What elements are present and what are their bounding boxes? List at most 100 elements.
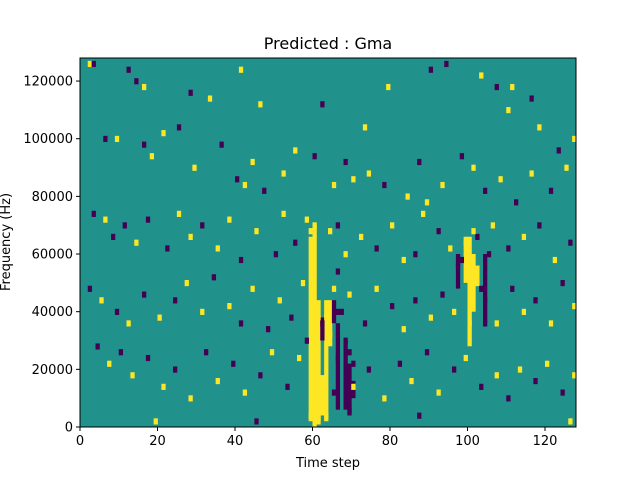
x-tick-label: 60 [304, 434, 321, 449]
heatmap-cell [142, 141, 147, 148]
heatmap-cell [506, 245, 511, 252]
heatmap-cell [335, 354, 341, 362]
heatmap-cell [114, 308, 120, 315]
heatmap-cell [479, 383, 484, 390]
heatmap-cell [331, 181, 337, 189]
heatmap-cell [548, 320, 554, 327]
heatmap-cell [506, 395, 511, 402]
heatmap-cell [529, 95, 534, 102]
heatmap-cell [157, 314, 162, 321]
heatmap-cell [262, 187, 267, 194]
heatmap-cell [545, 360, 550, 367]
y-tick-label: 80000 [32, 190, 73, 205]
heatmap-cell [471, 228, 476, 235]
heatmap-cell [269, 349, 275, 356]
heatmap-cell [254, 228, 259, 235]
heatmap-cell [99, 297, 104, 304]
chart-title: Predicted : Gma [264, 34, 392, 53]
heatmap-cell [316, 412, 321, 419]
heatmap-cell [475, 279, 480, 287]
heatmap-cell [258, 101, 263, 108]
heatmap-cell [417, 412, 422, 419]
heatmap-cell [176, 124, 182, 131]
heatmap-cell [281, 170, 286, 177]
heatmap-cell [424, 349, 430, 356]
heatmap-cell [560, 279, 565, 287]
heatmap-cell [328, 331, 333, 339]
heatmap-cell [250, 285, 255, 292]
heatmap-cell [165, 245, 170, 252]
heatmap-band [483, 254, 488, 324]
heatmap-cell [568, 418, 573, 425]
heatmap-cell [362, 320, 368, 327]
heatmap-cell [126, 66, 131, 73]
heatmap-cell [254, 418, 259, 425]
heatmap-band [312, 225, 317, 427]
heatmap-cell [362, 124, 368, 131]
heatmap-band [343, 340, 348, 410]
heatmap-cell [359, 233, 364, 241]
heatmap-cell [366, 366, 372, 373]
heatmap-cell [293, 147, 298, 154]
heatmap-cell [331, 389, 337, 396]
heatmap-cell [285, 383, 290, 390]
heatmap-cell [514, 199, 519, 206]
heatmap-cell [572, 303, 576, 310]
heatmap-cell [467, 320, 472, 327]
heatmap-cell [459, 153, 465, 160]
heatmap-cell [173, 297, 178, 304]
heatmap-cell [343, 251, 348, 258]
heatmap-cell [207, 95, 213, 102]
y-axis-label: Frequency (Hz) [0, 193, 14, 291]
heatmap-cell [320, 320, 325, 327]
heatmap-cell [347, 406, 352, 413]
heatmap-cell [428, 66, 434, 73]
heatmap-cell [401, 326, 406, 333]
heatmap-cell [463, 239, 468, 246]
heatmap-cell [351, 383, 356, 390]
heatmap-cell [428, 314, 434, 321]
heatmap-cell [517, 366, 523, 373]
heatmap-cell [238, 256, 244, 264]
heatmap-cell [479, 72, 484, 79]
heatmap-cell [103, 216, 108, 223]
heatmap-cells [87, 60, 576, 427]
heatmap-cell [486, 251, 492, 258]
heatmap-cell [483, 187, 488, 194]
heatmap-cell [397, 360, 403, 367]
heatmap-cell [266, 326, 271, 333]
heatmap-cell [145, 216, 151, 223]
heatmap-cell [289, 314, 294, 321]
heatmap-cell [347, 349, 352, 356]
heatmap-cell [382, 395, 387, 402]
heatmap-cell [312, 222, 317, 229]
heatmap-cell [440, 181, 445, 189]
x-tick-label: 20 [149, 434, 166, 449]
plot-frame [79, 57, 577, 428]
heatmap-cell [142, 83, 147, 91]
heatmap-cell [161, 130, 166, 137]
heatmap-cell [297, 354, 302, 362]
heatmap-cell [134, 78, 139, 85]
heatmap-cell [188, 395, 193, 402]
heatmap-cell [413, 297, 418, 304]
heatmap-cell [91, 60, 96, 68]
heatmap-cell [452, 308, 457, 315]
heatmap-cell [324, 412, 329, 419]
heatmap-cell [238, 66, 244, 73]
y-tick-label: 0 [65, 421, 73, 436]
heatmap-cell [308, 228, 313, 235]
heatmap-band [328, 300, 333, 347]
heatmap-cell [521, 233, 527, 241]
heatmap-cell [421, 210, 426, 217]
heatmap-cell [444, 60, 449, 68]
heatmap-cell [122, 222, 127, 229]
heatmap-cell [153, 418, 158, 425]
heatmap-cell [351, 360, 356, 367]
heatmap-cell [293, 239, 298, 246]
heatmap-cell [281, 210, 286, 217]
heatmap-cell [142, 291, 147, 298]
heatmap-cell [324, 314, 329, 321]
heatmap-cell [258, 372, 263, 379]
